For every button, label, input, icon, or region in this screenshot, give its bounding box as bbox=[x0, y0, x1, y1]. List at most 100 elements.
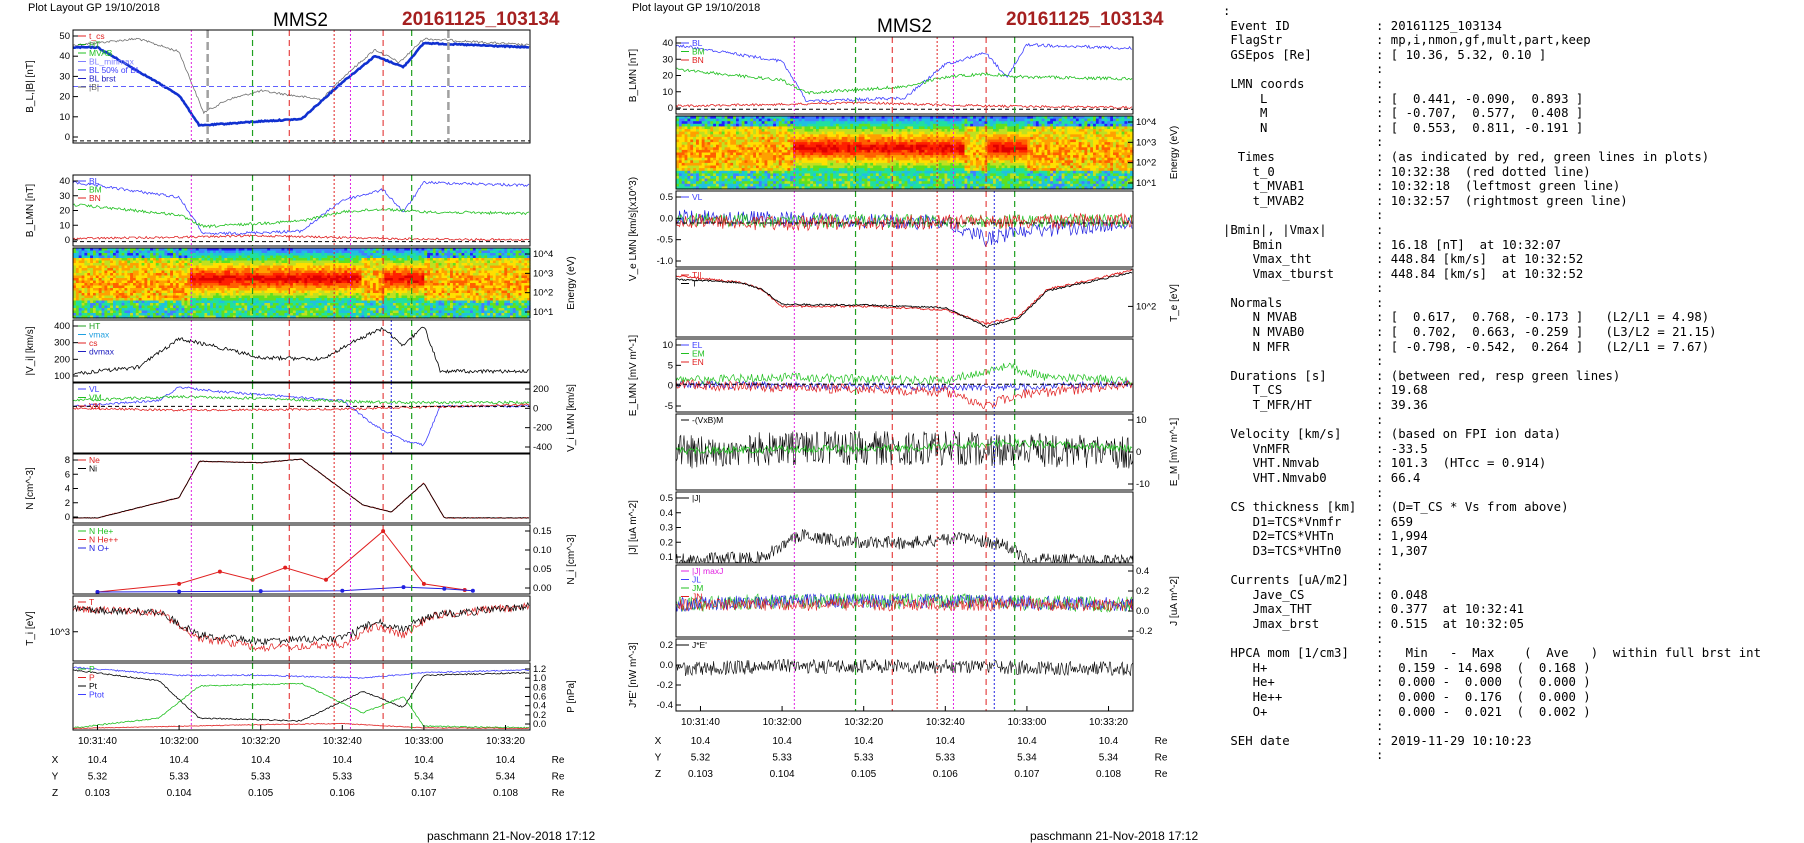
right-panel-1-tick-label: 20 bbox=[662, 71, 673, 82]
left-panel-1-ylabel: B_L,|B| [nT] bbox=[25, 60, 36, 113]
left-pos-value: 0.108 bbox=[493, 788, 518, 799]
left-panel-9: 1.21.00.80.60.40.20.0P [nPa]PPPtPtot10:3… bbox=[52, 663, 577, 799]
left-pos-value: 5.34 bbox=[414, 772, 434, 783]
left-panel-5-tick-label: -400 bbox=[533, 442, 552, 453]
left-panel-7-tick-label: 0.15 bbox=[533, 526, 552, 537]
left-panel-6-tick-label: 6 bbox=[65, 469, 70, 480]
left-panel-1-tick-label: 20 bbox=[59, 92, 70, 103]
left-panel-4-legend-text: dvmax bbox=[89, 347, 115, 357]
left-pos-value: 5.33 bbox=[251, 772, 271, 783]
right-panel-1-tick-label: 0 bbox=[668, 103, 673, 114]
left-panel-5-tick-label: -200 bbox=[533, 423, 552, 434]
left-panel-7-tick-label: 0.05 bbox=[533, 564, 552, 575]
left-panel-2-tick-label: 20 bbox=[59, 206, 70, 217]
left-pos-label: Y bbox=[52, 772, 59, 783]
left-panel-7-ylabel: N_i [cm^-3] bbox=[566, 534, 577, 584]
left-panel-7-tick-label: 0.10 bbox=[533, 545, 552, 556]
left-panel-5-legend-text: VN bbox=[89, 401, 101, 411]
left-panel-6-frame bbox=[73, 454, 530, 523]
point-N-HePlusPlus bbox=[283, 566, 287, 570]
series-Vi bbox=[73, 327, 529, 374]
series-N-Oplus bbox=[98, 587, 473, 592]
series-BN bbox=[73, 235, 529, 241]
left-xtick-label: 10:31:40 bbox=[78, 736, 117, 747]
left-panel-4-tick-label: 100 bbox=[54, 371, 70, 382]
left-xtick-label: 10:33:00 bbox=[404, 736, 443, 747]
left-pos-value: 10.4 bbox=[251, 755, 271, 766]
series-P-green bbox=[73, 683, 529, 728]
left-panel-6-tick-label: 2 bbox=[65, 498, 70, 509]
left-panel-1-tick-label: 30 bbox=[59, 71, 70, 82]
left-panel-3-tick-label: 10^1 bbox=[533, 307, 553, 318]
left-pos-unit: Re bbox=[552, 788, 565, 799]
left-xtick-label: 10:32:20 bbox=[241, 736, 280, 747]
series-BM bbox=[676, 68, 1132, 94]
left-pos-unit: Re bbox=[552, 772, 565, 783]
left-panel-9-tick-label: 0.0 bbox=[533, 719, 546, 730]
left-panel-8-legend-text: T bbox=[89, 597, 94, 607]
left-xtick-label: 10:32:40 bbox=[323, 736, 362, 747]
left-pos-value: 0.104 bbox=[167, 788, 192, 799]
left-ion-spectrogram bbox=[73, 248, 531, 319]
left-panel-6-ylabel: N [cm^-3] bbox=[25, 467, 36, 510]
series-BM bbox=[73, 204, 529, 228]
series-Ti-black bbox=[73, 603, 529, 645]
series-VN bbox=[73, 404, 529, 411]
right-electron-spectrogram bbox=[676, 116, 1134, 190]
left-pos-value: 0.103 bbox=[85, 788, 110, 799]
right-panel-1-legend-text: BN bbox=[692, 55, 704, 65]
left-panel-9-legend-text: Ptot bbox=[89, 690, 105, 700]
left-panel-3-tick-label: 10^2 bbox=[533, 288, 553, 299]
series-Ptot bbox=[73, 667, 529, 679]
left-panel-5-ylabel: V_i LMN [km/s] bbox=[566, 384, 577, 452]
left-pos-value: 0.105 bbox=[248, 788, 273, 799]
series-N-HePlusPlus bbox=[98, 531, 465, 592]
left-pos-value: 10.4 bbox=[414, 755, 434, 766]
series-BL bbox=[676, 44, 1132, 102]
series-Ne bbox=[73, 459, 529, 518]
left-panel-7: 0.150.100.050.00N_i [cm^-3]N He+N He++N … bbox=[73, 525, 577, 594]
left-panel-5-tick-label: 200 bbox=[533, 384, 549, 395]
left-pos-label: X bbox=[52, 755, 59, 766]
left-panel-2-ylabel: B_LMN [nT] bbox=[25, 184, 36, 238]
left-xtick-label: 10:32:00 bbox=[160, 736, 199, 747]
left-panel-6-tick-label: 4 bbox=[65, 484, 70, 495]
left-panel-2-legend-text: BN bbox=[89, 193, 101, 203]
left-panel-4-tick-label: 300 bbox=[54, 338, 70, 349]
left-panel-6-legend-text: Ni bbox=[89, 464, 97, 474]
left-pos-unit: Re bbox=[552, 755, 565, 766]
left-panel-4-ylabel: |V_i| [km/s] bbox=[25, 326, 36, 375]
right-panel-1-tick-label: 30 bbox=[662, 54, 673, 65]
left-pos-value: 5.32 bbox=[88, 772, 108, 783]
point-N-HePlusPlus bbox=[422, 582, 426, 586]
left-panel-1-tick-label: 10 bbox=[59, 112, 70, 123]
left-panel-8-ylabel: T_i [eV] bbox=[25, 611, 36, 646]
left-panel-6-tick-label: 8 bbox=[65, 455, 70, 466]
left-pos-value: 5.33 bbox=[333, 772, 353, 783]
left-panel-8-tick-label: 10^3 bbox=[50, 627, 70, 638]
series-VL bbox=[73, 387, 529, 446]
left-panel-1-tick-label: 40 bbox=[59, 51, 70, 62]
left-panel-3-tick-label: 10^3 bbox=[533, 268, 553, 279]
right-panel-1-tick-label: 10 bbox=[662, 87, 673, 98]
left-panel-2-tick-label: 0 bbox=[65, 235, 70, 246]
point-N-HePlusPlus bbox=[324, 578, 328, 582]
left-panel-8: 10^3 T_i [eV] T bbox=[25, 596, 530, 661]
left-panel-2-tick-label: 40 bbox=[59, 176, 70, 187]
left-pos-value: 10.4 bbox=[88, 755, 108, 766]
left-pos-value: 0.106 bbox=[330, 788, 355, 799]
left-panel-2-tick-label: 10 bbox=[59, 220, 70, 231]
series-BL-brst bbox=[73, 43, 529, 125]
left-pos-value: 10.4 bbox=[333, 755, 353, 766]
left-panel-4-frame bbox=[73, 320, 530, 382]
